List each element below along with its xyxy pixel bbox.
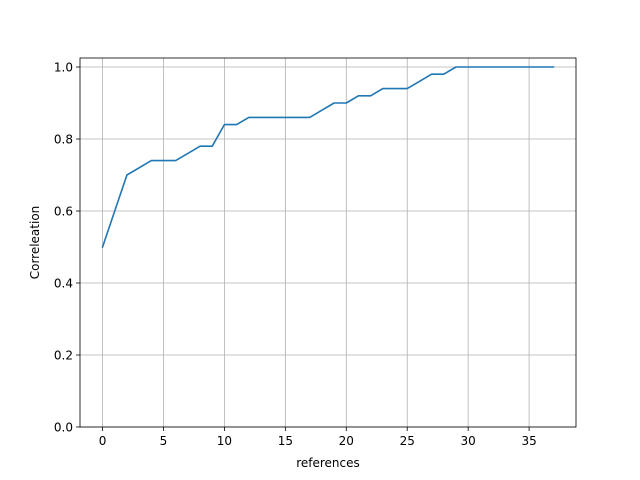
y-tick-label: 0.8 bbox=[54, 133, 73, 147]
plot-frame bbox=[79, 57, 577, 428]
x-axis-label: references bbox=[296, 456, 360, 470]
x-tick-label: 5 bbox=[160, 434, 168, 448]
x-tick-label: 35 bbox=[521, 434, 536, 448]
y-tick-label: 1.0 bbox=[54, 61, 73, 75]
x-tick-label: 30 bbox=[461, 434, 476, 448]
x-tick-label: 15 bbox=[278, 434, 293, 448]
y-tick-label: 0.0 bbox=[54, 421, 73, 435]
y-tick-label: 0.4 bbox=[54, 277, 73, 291]
y-tick-label: 0.2 bbox=[54, 349, 73, 363]
x-tick-label: 10 bbox=[217, 434, 232, 448]
x-tick-label: 20 bbox=[339, 434, 354, 448]
y-axis-ticks: 0.0 0.2 0.4 0.6 0.8 1.0 bbox=[54, 61, 80, 435]
series-layer bbox=[101, 66, 555, 249]
x-tick-label: 25 bbox=[400, 434, 415, 448]
y-tick-label: 0.6 bbox=[54, 205, 73, 219]
y-axis-label: Correleation bbox=[28, 206, 42, 280]
series-line bbox=[101, 66, 555, 249]
x-tick-label: 0 bbox=[99, 434, 107, 448]
x-axis-ticks: 0 5 10 15 20 25 30 35 bbox=[99, 427, 537, 448]
